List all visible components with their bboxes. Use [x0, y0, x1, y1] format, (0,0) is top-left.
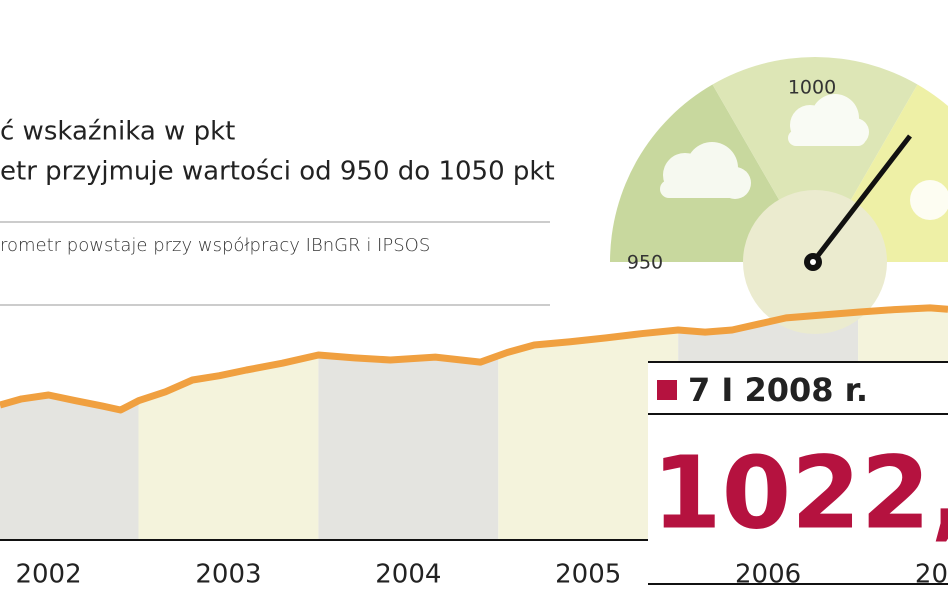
line [0, 304, 948, 414]
badge-value: 1022,0 [652, 434, 948, 551]
year-band [0, 307, 139, 540]
note: rometr powstaje przy współpracy IBnGR i … [0, 235, 430, 256]
gauge-pivot-dot [810, 259, 816, 265]
cloud-icon [660, 94, 948, 220]
subtitle: etr przyjmuje wartości od 950 do 1050 pk… [0, 157, 555, 187]
year-band [318, 307, 499, 540]
gauge-needle [811, 134, 912, 264]
badge: 7 I 2008 r. 1022,0 [648, 361, 948, 585]
gauge: 1000 950 [610, 57, 948, 334]
badge-date: 7 I 2008 r. [688, 371, 868, 409]
gauge-label: 1000 [788, 77, 836, 99]
gauge-label: 950 [627, 252, 663, 274]
year-band [138, 307, 319, 540]
badge-marker [657, 380, 677, 400]
gauge-sector [712, 57, 918, 262]
x-tick-label: 2007 [915, 560, 948, 590]
x-tick-label: 2004 [375, 560, 441, 590]
x-tick-label: 2003 [195, 560, 261, 590]
x-tick-label: 2002 [15, 560, 81, 590]
x-tick-label: 2005 [555, 560, 621, 590]
x-tick-label: 2006 [735, 560, 801, 590]
badge-box [648, 362, 948, 584]
title: ć wskaźnika w pkt [0, 117, 235, 147]
